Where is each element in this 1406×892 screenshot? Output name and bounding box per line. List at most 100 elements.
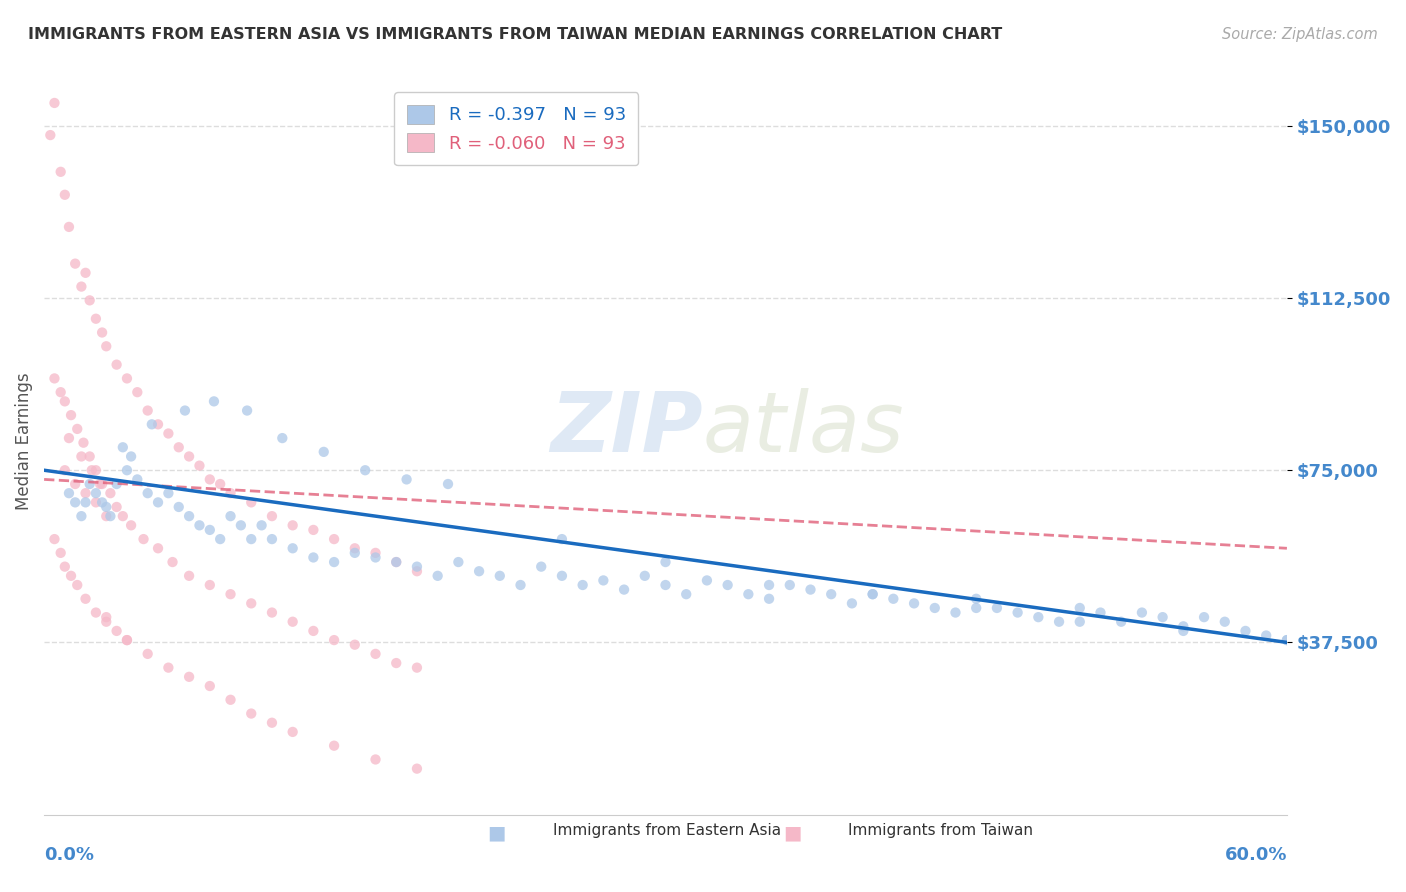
Point	[70, 509, 93, 524]
Point	[323, 532, 346, 546]
Point	[100, 509, 122, 524]
Point	[162, 555, 184, 569]
Point	[343, 546, 366, 560]
Point	[509, 578, 531, 592]
Point	[385, 555, 408, 569]
Point	[354, 463, 377, 477]
Text: IMMIGRANTS FROM EASTERN ASIA VS IMMIGRANTS FROM TAIWAN MEDIAN EARNINGS CORRELATI: IMMIGRANTS FROM EASTERN ASIA VS IMMIGRAN…	[28, 27, 1002, 42]
Point	[1047, 615, 1070, 629]
Point	[167, 440, 190, 454]
Point	[385, 656, 408, 670]
Point	[312, 445, 335, 459]
Point	[634, 569, 657, 583]
Point	[903, 596, 925, 610]
Point	[737, 587, 759, 601]
Point	[91, 495, 114, 509]
Point	[1028, 610, 1050, 624]
Point	[437, 477, 460, 491]
Point	[551, 569, 574, 583]
Point	[364, 647, 387, 661]
Point	[820, 587, 842, 601]
Point	[80, 463, 103, 477]
Text: 0.0%: 0.0%	[44, 846, 94, 863]
Point	[323, 739, 346, 753]
Point	[1234, 624, 1257, 638]
Point	[364, 752, 387, 766]
Point	[174, 403, 197, 417]
Point	[302, 550, 325, 565]
Point	[281, 541, 304, 556]
Point	[302, 624, 325, 638]
Point	[91, 326, 114, 340]
Text: ZIP: ZIP	[550, 388, 703, 468]
Point	[1256, 628, 1278, 642]
Point	[127, 472, 149, 486]
Point	[240, 495, 263, 509]
Point	[84, 486, 107, 500]
Point	[127, 385, 149, 400]
Point	[406, 559, 429, 574]
Point	[592, 574, 614, 588]
Point	[1130, 606, 1153, 620]
Point	[281, 615, 304, 629]
Point	[571, 578, 593, 592]
Point	[551, 532, 574, 546]
Point	[1069, 615, 1091, 629]
Point	[302, 523, 325, 537]
Point	[115, 463, 138, 477]
Point	[146, 495, 169, 509]
Point	[965, 601, 987, 615]
Point	[157, 426, 180, 441]
Point	[96, 509, 118, 524]
Point	[198, 523, 221, 537]
Point	[198, 472, 221, 486]
Point	[58, 431, 80, 445]
Point	[250, 518, 273, 533]
Point	[157, 486, 180, 500]
Legend: R = -0.397   N = 93, R = -0.060   N = 93: R = -0.397 N = 93, R = -0.060 N = 93	[394, 93, 638, 166]
Point	[260, 715, 283, 730]
Point	[426, 569, 449, 583]
Point	[96, 500, 118, 514]
Point	[882, 591, 904, 606]
Point	[44, 532, 66, 546]
Point	[1173, 624, 1195, 638]
Point	[1152, 610, 1174, 624]
Point	[79, 477, 101, 491]
Point	[841, 596, 863, 610]
Point	[63, 495, 86, 509]
Point	[177, 450, 200, 464]
Point	[799, 582, 821, 597]
Point	[60, 408, 83, 422]
Point	[141, 417, 163, 432]
Point	[75, 486, 97, 500]
Point	[177, 569, 200, 583]
Point	[696, 574, 718, 588]
Point	[1007, 606, 1029, 620]
Point	[177, 509, 200, 524]
Text: atlas: atlas	[703, 388, 904, 468]
Point	[60, 569, 83, 583]
Text: 60.0%: 60.0%	[1225, 846, 1286, 863]
Point	[44, 95, 66, 110]
Point	[447, 555, 470, 569]
Point	[177, 670, 200, 684]
Point	[100, 486, 122, 500]
Point	[364, 546, 387, 560]
Point	[260, 509, 283, 524]
Point	[96, 610, 118, 624]
Point	[758, 591, 780, 606]
Point	[53, 463, 76, 477]
Point	[136, 403, 159, 417]
Point	[53, 187, 76, 202]
Point	[488, 569, 510, 583]
Point	[986, 601, 1008, 615]
Point	[49, 546, 72, 560]
Point	[111, 509, 134, 524]
Point	[105, 500, 128, 514]
Point	[70, 279, 93, 293]
Point	[84, 495, 107, 509]
Point	[323, 633, 346, 648]
Point	[717, 578, 740, 592]
Point	[654, 578, 676, 592]
